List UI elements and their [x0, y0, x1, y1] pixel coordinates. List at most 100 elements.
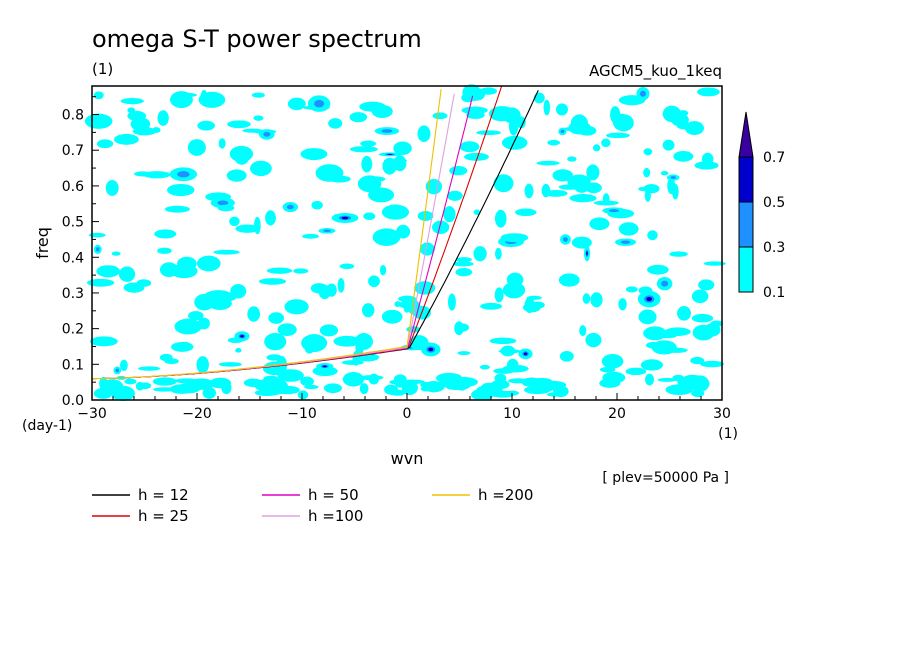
x-axis: −30 −20 −10 0 10 20 30 — [77, 393, 731, 422]
contour-blob — [665, 347, 688, 353]
x-tick-label: −30 — [77, 406, 107, 422]
contour-blob — [301, 334, 328, 353]
contour-blob — [543, 99, 551, 116]
colorbar: 0.1 0.3 0.5 0.7 — [738, 111, 785, 301]
contour-blob — [589, 217, 610, 231]
y-tick-label: 0.5 — [62, 215, 84, 231]
contour-blob — [618, 95, 646, 106]
contour-blob — [523, 385, 551, 395]
x-tick-label: 0 — [403, 406, 412, 422]
contour-blob — [247, 306, 261, 322]
contour-blob — [461, 106, 488, 115]
x-tick-label: −10 — [287, 406, 317, 422]
legend-label: h =200 — [478, 486, 533, 504]
contour-blob — [447, 190, 463, 201]
legend-label: h = 25 — [138, 507, 189, 525]
legend-label: h = 50 — [308, 486, 359, 504]
contour-blob — [672, 183, 679, 200]
contour-blob — [235, 348, 242, 353]
contour-blob — [368, 373, 380, 385]
contour-blob — [384, 384, 399, 395]
contour-blob — [364, 176, 386, 182]
contour-blob — [254, 216, 261, 235]
contour-blob — [157, 247, 172, 254]
contour-blob — [480, 302, 503, 310]
contour-blob — [700, 360, 724, 368]
contour-blob — [552, 169, 574, 182]
contour-blob — [96, 265, 121, 278]
contour-blob — [381, 309, 403, 324]
contour-blob — [586, 164, 600, 181]
contour-blob — [608, 209, 620, 213]
contour-blob — [494, 209, 507, 228]
contour-blob — [657, 377, 677, 382]
y-tick-label: 0.2 — [62, 322, 84, 338]
contour-blob — [197, 120, 216, 131]
contour-blob — [263, 131, 271, 137]
contour-blob — [558, 273, 580, 287]
level-note: [ plev=50000 Pa ] — [602, 470, 729, 486]
contour-blob — [563, 237, 568, 242]
contour-blob — [314, 99, 325, 108]
contour-blob — [120, 98, 144, 105]
contour-blob — [678, 110, 689, 117]
contour-blob — [254, 389, 279, 397]
contour-blob — [662, 139, 675, 151]
contour-blob — [698, 279, 715, 291]
contour-blob — [547, 139, 561, 146]
contour-blob — [286, 204, 294, 210]
contour-blob — [601, 138, 611, 148]
contour-blob — [213, 249, 240, 255]
contour-blob — [495, 247, 502, 260]
contour-blob — [455, 257, 472, 263]
contour-blob — [159, 353, 173, 362]
contour-blob — [177, 171, 190, 178]
contour-blob — [691, 289, 709, 304]
legend-label: h =100 — [308, 507, 363, 525]
colorbar-label: 0.3 — [763, 240, 785, 256]
contour-blob — [229, 216, 240, 227]
contour-blob — [660, 171, 669, 176]
y-tick-label: 0.4 — [62, 250, 84, 266]
contour-blob — [322, 365, 327, 368]
contour-blob — [453, 261, 474, 267]
contour-blob — [640, 359, 663, 371]
contour-blob — [157, 110, 169, 126]
contour-blob — [541, 183, 551, 198]
contour-blob — [553, 385, 569, 398]
contour-blob — [602, 371, 626, 384]
y-tick-label: 0.7 — [62, 143, 84, 159]
y-axis-unit: (day-1) — [22, 418, 72, 434]
contour-blob — [664, 327, 691, 337]
contour-blob — [381, 204, 410, 220]
dispersion-curve — [92, 89, 442, 380]
contour-blob — [300, 148, 328, 161]
contour-blob — [559, 350, 574, 362]
colorbar-segment — [738, 156, 754, 203]
contour-blob — [536, 160, 560, 166]
contour-blob — [342, 372, 365, 387]
colorbar-segment — [738, 201, 754, 248]
contour-blob — [645, 341, 662, 349]
contour-blob — [379, 265, 387, 276]
dispersion-curves — [92, 86, 539, 380]
y-axis-label: freq — [33, 227, 52, 259]
contour-blob — [638, 309, 657, 325]
contour-blob — [355, 338, 364, 356]
contour-blob — [152, 377, 177, 386]
contour-blob — [300, 376, 314, 387]
contour-blob — [333, 335, 361, 347]
contour-blob — [590, 292, 603, 308]
contour-blob — [502, 281, 526, 299]
contour-blob — [640, 90, 646, 97]
contour-blob — [264, 332, 287, 351]
contour-blob — [218, 138, 226, 149]
contour-blob — [681, 374, 704, 387]
contour-blob — [174, 318, 202, 335]
contour-blob — [253, 115, 264, 121]
contour-blob — [297, 390, 309, 400]
contour-blob — [417, 210, 434, 222]
contour-blob — [662, 105, 682, 123]
contour-blob — [368, 275, 380, 288]
contour-blob — [643, 167, 651, 178]
